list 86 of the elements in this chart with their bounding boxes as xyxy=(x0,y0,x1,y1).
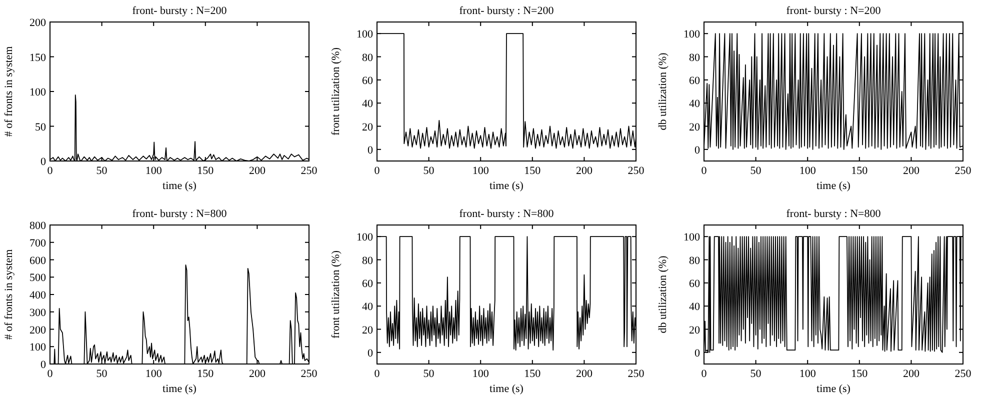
x-tick-label: 250 xyxy=(628,368,645,380)
x-tick-label: 100 xyxy=(472,165,490,177)
x-tick-label: 150 xyxy=(851,165,868,177)
x-tick-label: 200 xyxy=(902,368,920,380)
y-tick-label: 0 xyxy=(368,144,374,156)
y-tick-label: 100 xyxy=(356,232,374,244)
x-axis-title: time (s) xyxy=(490,180,524,192)
x-axis-title: time (s) xyxy=(816,180,851,192)
y-tick-label: 60 xyxy=(689,74,700,87)
y-tick-label: 200 xyxy=(30,324,46,336)
y-tick-label: 0 xyxy=(40,359,46,371)
y-tick-label: 0 xyxy=(368,347,374,360)
x-axis-title: time (s) xyxy=(162,383,197,395)
x-tick-label: 50 xyxy=(423,368,435,380)
y-tick-label: 60 xyxy=(362,74,374,87)
x-tick-label: 200 xyxy=(576,368,593,380)
x-tick-label: 200 xyxy=(248,368,266,380)
x-tick-label: 50 xyxy=(423,165,435,177)
y-tick-label: 400 xyxy=(30,290,46,302)
y-tick-label: 20 xyxy=(362,324,374,336)
x-tick-label: 150 xyxy=(197,165,214,177)
y-tick-label: 0 xyxy=(694,347,700,360)
y-axis-title: front utilization (%) xyxy=(330,250,342,338)
y-tick-label: 20 xyxy=(362,121,374,134)
chart-title: front- bursty : N=200 xyxy=(786,5,882,17)
x-tick-label: 100 xyxy=(799,165,816,177)
x-tick-label: 100 xyxy=(472,368,490,380)
y-tick-label: 60 xyxy=(689,278,700,290)
x-tick-label: 150 xyxy=(851,368,868,380)
y-tick-label: 100 xyxy=(30,342,46,354)
y-tick-label: 0 xyxy=(40,156,46,168)
x-tick-label: 250 xyxy=(628,165,645,177)
y-tick-label: 40 xyxy=(362,301,374,314)
x-tick-label: 50 xyxy=(96,368,108,380)
y-tick-label: 80 xyxy=(362,52,374,64)
y-tick-label: 60 xyxy=(362,278,374,290)
x-tick-label: 200 xyxy=(902,165,920,177)
y-axis-title: db utilization (%) xyxy=(657,255,669,334)
y-axis-title: front utilization (%) xyxy=(330,47,342,136)
x-tick-label: 50 xyxy=(750,368,762,380)
x-tick-label: 150 xyxy=(524,368,542,380)
x-tick-label: 250 xyxy=(300,368,318,380)
x-tick-label: 250 xyxy=(954,368,972,380)
y-tick-label: 80 xyxy=(689,52,700,64)
x-tick-label: 150 xyxy=(524,165,542,177)
y-tick-label: 100 xyxy=(684,232,700,244)
x-tick-label: 150 xyxy=(197,368,214,380)
chart-title: front- bursty : N=200 xyxy=(459,5,554,17)
y-tick-label: 100 xyxy=(30,86,46,98)
x-axis-title: time (s) xyxy=(490,383,524,395)
y-tick-label: 300 xyxy=(30,306,46,319)
x-tick-label: 250 xyxy=(300,165,318,177)
y-tick-label: 0 xyxy=(694,144,700,156)
x-tick-label: 50 xyxy=(96,165,108,177)
y-tick-label: 80 xyxy=(689,254,700,267)
chart-title: front- bursty : N=800 xyxy=(459,208,554,220)
y-tick-label: 40 xyxy=(362,98,374,110)
y-tick-label: 20 xyxy=(689,324,700,336)
y-tick-label: 700 xyxy=(30,237,46,250)
chart-title: front- bursty : N=200 xyxy=(132,5,228,17)
y-tick-label: 500 xyxy=(30,272,46,284)
x-axis-title: time (s) xyxy=(816,383,851,395)
y-tick-label: 100 xyxy=(684,28,700,41)
chart-title: front- bursty : N=800 xyxy=(786,208,882,220)
y-axis-title: db utilization (%) xyxy=(657,52,669,130)
chart-title: front- bursty : N=800 xyxy=(132,208,228,220)
y-tick-label: 40 xyxy=(689,301,700,314)
x-tick-label: 50 xyxy=(750,165,762,177)
y-tick-label: 20 xyxy=(689,121,700,134)
y-tick-label: 80 xyxy=(362,254,374,267)
y-tick-label: 800 xyxy=(30,220,46,232)
y-tick-label: 150 xyxy=(30,52,46,64)
x-axis-title: time (s) xyxy=(162,180,197,192)
x-tick-label: 200 xyxy=(248,165,266,177)
y-tick-label: 600 xyxy=(30,254,46,267)
y-tick-label: 50 xyxy=(35,121,46,134)
y-tick-label: 100 xyxy=(356,28,374,41)
x-tick-label: 100 xyxy=(145,165,162,177)
x-tick-label: 200 xyxy=(576,165,593,177)
y-axis-title: # of fronts in system xyxy=(3,248,15,340)
y-tick-label: 40 xyxy=(689,98,700,110)
x-tick-label: 250 xyxy=(954,165,972,177)
x-tick-label: 100 xyxy=(145,368,162,380)
x-tick-label: 100 xyxy=(799,368,816,380)
y-axis-title: # of fronts in system xyxy=(3,46,15,137)
y-tick-label: 200 xyxy=(30,17,46,29)
